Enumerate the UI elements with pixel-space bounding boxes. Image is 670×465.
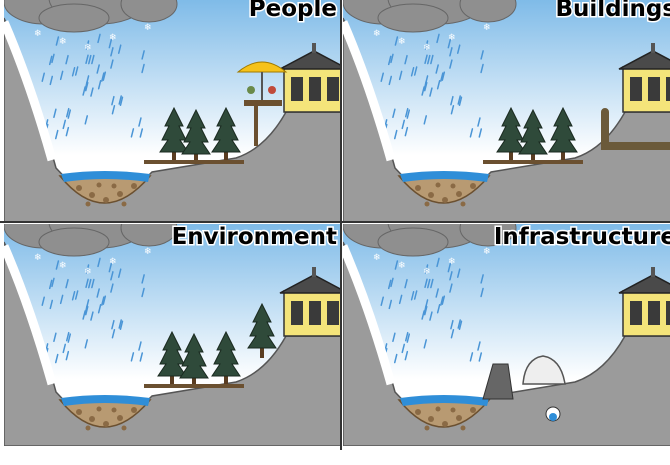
panel-label: Buildings [555, 0, 670, 22]
panel-label: Infrastructure [494, 224, 670, 250]
panel-label: People [249, 0, 337, 22]
panel: Buildings [343, 0, 670, 222]
panel-label: Environment [172, 224, 337, 250]
panel: Environment [4, 224, 348, 446]
panel: People [4, 0, 348, 222]
panel: Infrastructure [343, 224, 670, 446]
